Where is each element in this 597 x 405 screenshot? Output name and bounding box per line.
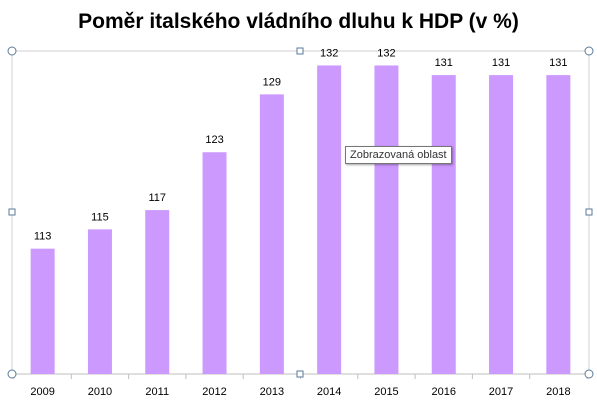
x-tick-label-2017: 2017 [489, 386, 513, 398]
tooltip: Zobrazovaná oblast [345, 146, 452, 164]
data-label-2016: 131 [435, 57, 453, 69]
data-label-2009: 113 [34, 231, 52, 243]
bar-2013[interactable] [260, 94, 284, 374]
bar-2010[interactable] [88, 229, 112, 374]
data-label-2017: 131 [492, 57, 510, 69]
edge-resize-handle[interactable] [586, 209, 592, 215]
corner-resize-handle[interactable] [585, 370, 593, 378]
corner-resize-handle[interactable] [585, 47, 593, 55]
bar-2017[interactable] [489, 75, 513, 374]
x-tick-label-2009: 2009 [30, 386, 54, 398]
x-tick-labels: 2009 2010 2011 2012 2013 2014 2015 2016 2017 2018 [30, 386, 570, 398]
x-tick-label-2018: 2018 [546, 386, 570, 398]
bar-2018[interactable] [546, 75, 570, 374]
data-labels: 113 115 117 123 129 132 132 131 131 131 [34, 47, 568, 242]
data-label-2013: 129 [263, 76, 281, 88]
bar-series [31, 65, 571, 374]
data-label-2018: 131 [549, 57, 567, 69]
bar-2015[interactable] [374, 65, 398, 374]
bar-2016[interactable] [432, 75, 456, 374]
bar-2012[interactable] [203, 152, 227, 374]
x-tick-label-2010: 2010 [88, 386, 112, 398]
x-tick-label-2016: 2016 [432, 386, 456, 398]
data-label-2012: 123 [205, 134, 223, 146]
x-tick-label-2012: 2012 [202, 386, 226, 398]
data-label-2015: 132 [377, 47, 395, 59]
data-label-2011: 117 [148, 192, 166, 204]
x-tick-label-2015: 2015 [374, 386, 398, 398]
corner-resize-handle[interactable] [8, 370, 16, 378]
corner-resize-handle[interactable] [8, 47, 16, 55]
data-label-2014: 132 [320, 47, 338, 59]
bar-2011[interactable] [145, 210, 169, 374]
x-tick-label-2011: 2011 [145, 386, 169, 398]
x-tick-label-2013: 2013 [260, 386, 284, 398]
data-label-2010: 115 [91, 211, 109, 223]
x-tick-label-2014: 2014 [317, 386, 341, 398]
edge-resize-handle[interactable] [297, 48, 303, 54]
edge-resize-handle[interactable] [9, 209, 15, 215]
edge-resize-handle[interactable] [297, 371, 303, 377]
bar-2009[interactable] [31, 249, 55, 374]
bar-2014[interactable] [317, 65, 341, 374]
